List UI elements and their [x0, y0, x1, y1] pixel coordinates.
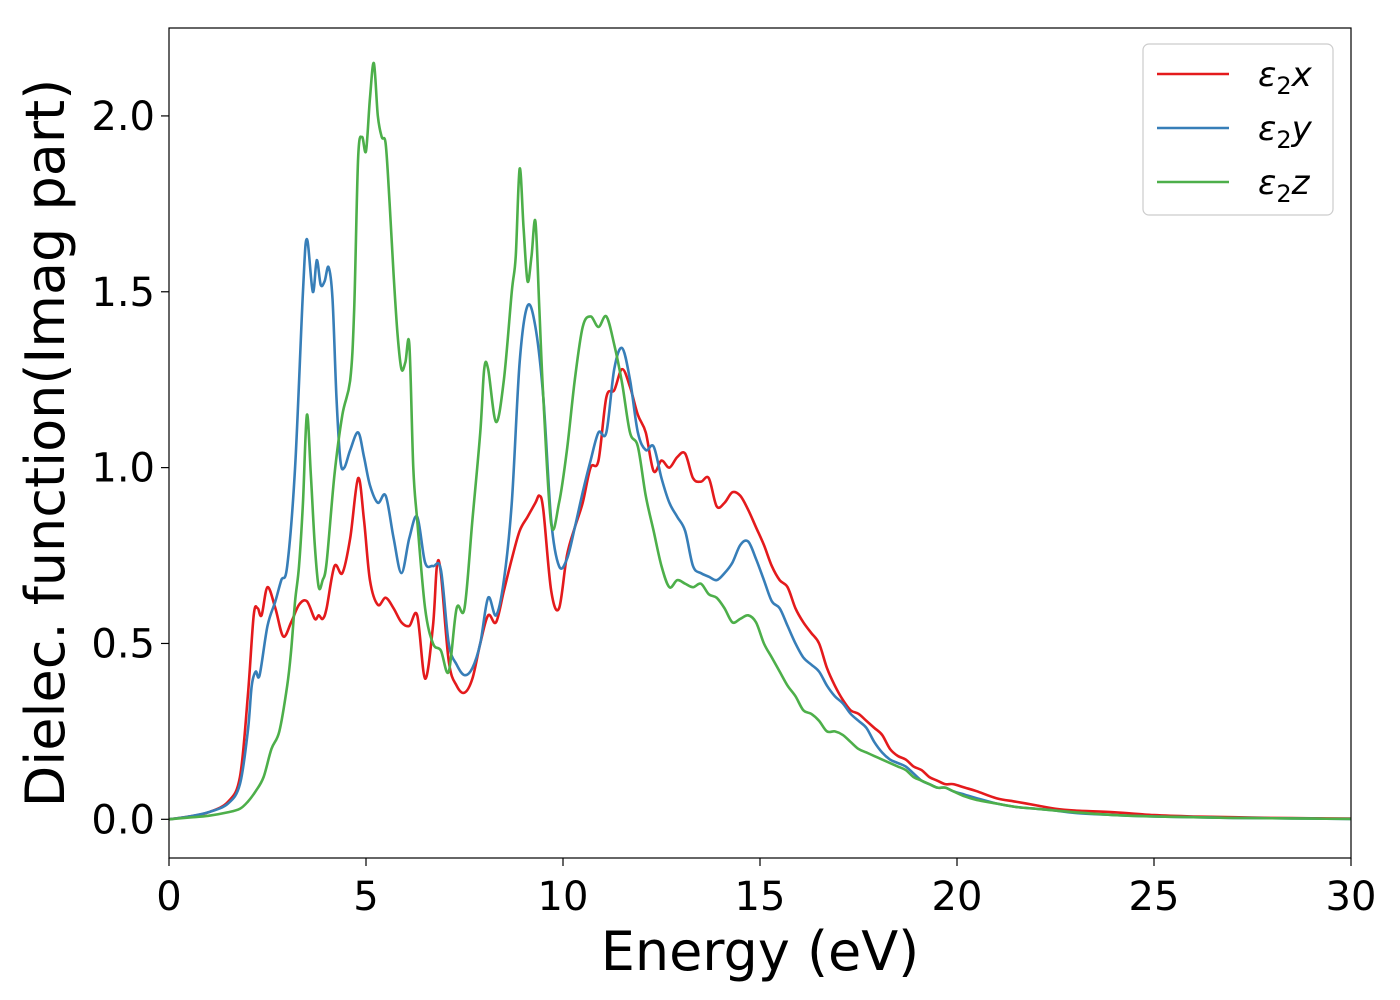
- legend-label-x: ε2x: [1258, 55, 1313, 100]
- x-tick-label: 5: [353, 874, 378, 920]
- y-tick-label: 1.5: [91, 270, 155, 316]
- y-axis: 0.0 0.5 1.0 1.5 2.0: [91, 94, 169, 843]
- y-tick-label: 2.0: [91, 94, 155, 140]
- y-tick-label: 0.5: [91, 621, 155, 667]
- y-axis-label: Dielec. function(Imag part): [14, 79, 77, 808]
- series-line-z: [169, 61, 1351, 821]
- series-line-y: [169, 237, 1351, 821]
- x-tick-label: 20: [932, 874, 983, 920]
- series-layer: [169, 61, 1351, 821]
- legend: ε2x ε2y ε2z: [1142, 43, 1334, 216]
- x-axis-label: Energy (eV): [601, 920, 920, 983]
- x-tick-label: 10: [538, 874, 589, 920]
- x-tick-label: 0: [156, 874, 181, 920]
- legend-label-y: ε2y: [1258, 109, 1313, 154]
- y-tick-label: 1.0: [91, 446, 155, 492]
- x-tick-label: 25: [1129, 874, 1180, 920]
- y-tick-label: 0.0: [91, 797, 155, 843]
- x-tick-label: 15: [735, 874, 786, 920]
- legend-label-z: ε2z: [1258, 163, 1311, 208]
- x-axis: 0 5 10 15 20 25 30: [156, 858, 1376, 920]
- legend-box: [1142, 43, 1334, 216]
- x-tick-label: 30: [1326, 874, 1377, 920]
